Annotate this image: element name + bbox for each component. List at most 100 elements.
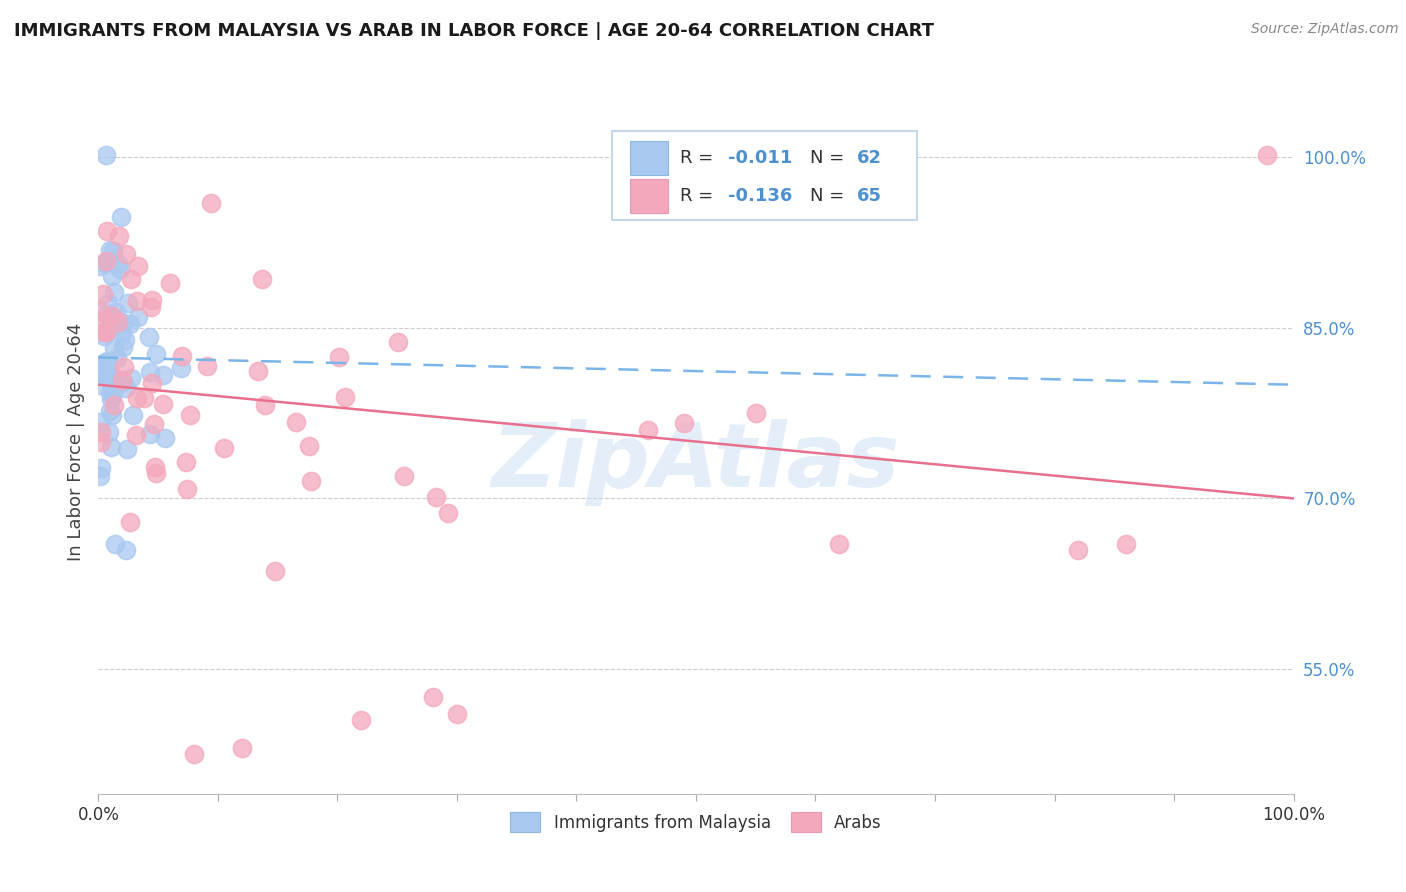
Point [94, 356, 117, 370]
Point [176, 482, 198, 496]
Point [142, 417, 165, 431]
Text: N =: N = [810, 186, 849, 205]
Point [97, 368, 120, 383]
Point [100, 392, 122, 407]
Point [118, 318, 141, 332]
Text: 62: 62 [858, 149, 883, 167]
Point [437, 507, 460, 521]
Point [387, 335, 409, 350]
Point [139, 365, 162, 379]
Point [127, 259, 149, 273]
Point [333, 390, 356, 404]
Text: R =: R = [681, 186, 720, 205]
Point [100, 368, 122, 382]
Point [1067, 542, 1090, 557]
Point [139, 427, 162, 442]
Point [94, 325, 117, 339]
Point [96, 308, 118, 322]
Point [97, 425, 120, 439]
Point [145, 347, 167, 361]
Point [111, 375, 134, 389]
Point [110, 210, 132, 224]
Point [121, 272, 143, 286]
Point [425, 491, 447, 505]
Point [176, 455, 198, 469]
Point [104, 537, 127, 551]
Point [111, 373, 134, 387]
Point [90, 460, 112, 475]
Point [143, 460, 166, 475]
Point [212, 441, 235, 455]
Point [103, 285, 125, 299]
Point [111, 325, 134, 339]
Point [328, 351, 350, 365]
Point [120, 371, 142, 385]
Point [298, 439, 321, 453]
Point [114, 333, 136, 347]
Point [103, 341, 125, 355]
FancyBboxPatch shape [613, 131, 917, 219]
Point [141, 293, 163, 308]
Point [183, 747, 205, 761]
Point [141, 376, 163, 390]
Text: Source: ZipAtlas.com: Source: ZipAtlas.com [1251, 22, 1399, 37]
Point [103, 374, 125, 388]
Point [101, 309, 124, 323]
Point [745, 406, 768, 420]
Point [90, 425, 112, 440]
Point [159, 277, 181, 291]
Point [422, 690, 444, 705]
Point [101, 387, 124, 401]
Legend: Immigrants from Malaysia, Arabs: Immigrants from Malaysia, Arabs [503, 805, 889, 838]
Point [392, 469, 415, 483]
Point [145, 467, 167, 481]
Point [117, 442, 139, 456]
Point [132, 391, 155, 405]
Point [195, 359, 218, 373]
Point [112, 340, 135, 354]
Point [112, 316, 135, 330]
Point [94, 148, 117, 162]
Point [103, 310, 125, 324]
Point [100, 440, 122, 454]
Point [828, 537, 851, 551]
Point [1256, 148, 1278, 162]
Point [152, 397, 174, 411]
Point [152, 368, 174, 382]
Point [117, 295, 139, 310]
Point [98, 319, 121, 334]
Point [96, 254, 118, 268]
Point [263, 564, 285, 578]
Point [103, 244, 125, 259]
Point [200, 195, 222, 210]
Point [108, 229, 131, 244]
Point [93, 329, 115, 343]
Point [125, 428, 148, 442]
Point [97, 295, 120, 310]
Point [97, 353, 120, 368]
Text: 65: 65 [858, 186, 883, 205]
Point [112, 359, 135, 374]
Text: ZipAtlas: ZipAtlas [492, 419, 900, 506]
Point [93, 256, 115, 270]
Point [155, 432, 177, 446]
FancyBboxPatch shape [630, 141, 668, 175]
Y-axis label: In Labor Force | Age 20-64: In Labor Force | Age 20-64 [66, 322, 84, 561]
Point [89, 260, 111, 274]
Point [114, 381, 136, 395]
Point [446, 707, 468, 722]
Point [90, 304, 112, 318]
Point [94, 368, 117, 383]
Point [101, 269, 124, 284]
Point [122, 408, 145, 422]
Point [94, 354, 117, 368]
Point [97, 254, 120, 268]
Point [108, 261, 131, 276]
Point [231, 741, 253, 756]
Point [100, 372, 122, 386]
Text: -0.011: -0.011 [728, 149, 793, 167]
Point [104, 304, 127, 318]
Point [250, 272, 273, 286]
Point [98, 243, 121, 257]
Point [350, 713, 373, 727]
